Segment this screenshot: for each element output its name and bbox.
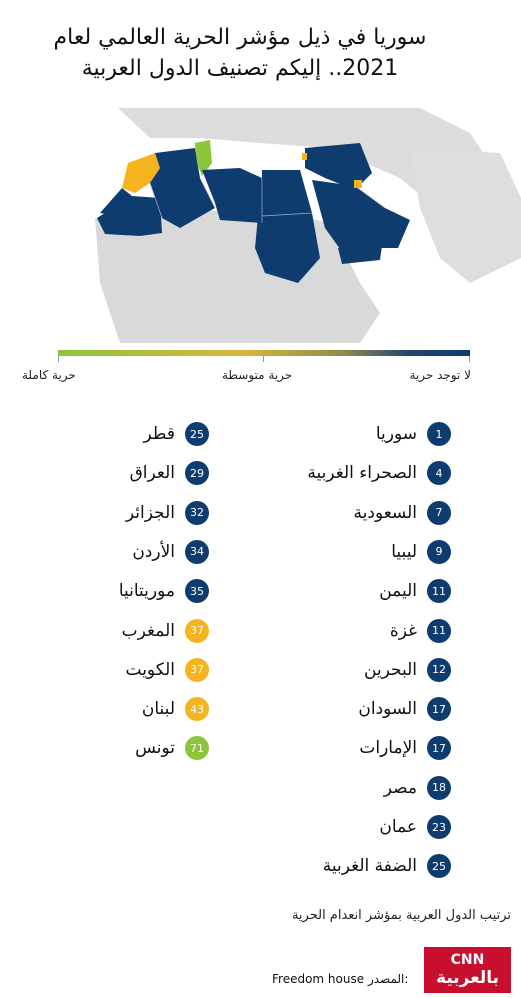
map-country-tunisia — [195, 140, 212, 176]
ranking-row: 17 الإمارات — [359, 735, 451, 761]
map-land-europe — [118, 108, 500, 218]
ranking-row: 11 اليمن — [379, 578, 451, 604]
score-badge: 37 — [185, 618, 209, 643]
country-name: الصحراء الغربية — [307, 463, 417, 484]
ranking-row: 37 الكويت — [125, 657, 209, 683]
score-badge: 32 — [185, 500, 209, 525]
country-name: موريتانيا — [118, 581, 175, 602]
scale-label-no-freedom: لا توجد حرية — [409, 368, 471, 382]
score-badge: 17 — [427, 736, 451, 761]
country-name: الإمارات — [359, 738, 417, 759]
country-name: الضفة الغربية — [322, 856, 417, 877]
map-country-sudan — [255, 213, 320, 283]
country-name: مصر — [383, 777, 417, 798]
ranking-row: 18 مصر — [384, 775, 451, 801]
ranking-row: 9 ليبيا — [391, 539, 451, 565]
map-borders — [149, 177, 386, 223]
country-name: قطر — [143, 424, 175, 444]
ranking-row: 43 لبنان — [142, 696, 209, 722]
ranking-row: 11 غزة — [390, 618, 451, 644]
country-name: عمان — [379, 817, 417, 837]
country-name: ليبيا — [391, 541, 417, 562]
ranking-row: 23 عمان — [379, 814, 451, 840]
map-country-iraq-syria — [305, 143, 372, 190]
ranking-row: 35 موريتانيا — [119, 578, 209, 604]
score-badge: 71 — [185, 736, 209, 761]
scale-tick-left — [58, 356, 59, 362]
map-country-morocco — [122, 153, 160, 193]
country-name: الأردن — [132, 541, 175, 562]
ranking-row: 25 الضفة الغربية — [323, 853, 451, 879]
country-name: سوريا — [375, 424, 417, 444]
ranking-row: 1 سوريا — [376, 421, 451, 447]
logo-line-2: بالعربية — [436, 968, 499, 988]
score-badge: 9 — [427, 539, 451, 564]
score-badge: 12 — [427, 657, 451, 682]
ranking-row: 32 الجزائر — [126, 500, 209, 526]
score-badge: 7 — [427, 500, 451, 525]
ranking-row: 4 الصحراء الغربية — [307, 460, 451, 486]
score-badge: 25 — [427, 854, 451, 879]
score-badge: 37 — [185, 657, 209, 682]
ranking-row: 34 الأردن — [132, 539, 209, 565]
country-name: المغرب — [121, 620, 175, 641]
ranking-row: 17 السودان — [358, 696, 451, 722]
score-badge: 4 — [427, 461, 451, 486]
scale-label-partly-free: حرية متوسطة — [222, 368, 293, 382]
map-country-algeria — [150, 148, 215, 228]
map-country-libya — [202, 168, 262, 223]
ranking-row: 7 السعودية — [354, 500, 451, 526]
map-country-mauritania — [97, 196, 162, 236]
score-badge: 23 — [427, 815, 451, 839]
score-badge: 35 — [185, 579, 209, 604]
map-country-kuwait — [354, 180, 362, 188]
map-country-western-sahara — [100, 188, 132, 216]
scale-tick-right — [469, 356, 470, 362]
score-badge: 18 — [427, 775, 451, 800]
country-name: العراق — [129, 463, 175, 484]
source-name: Freedom house — [272, 972, 365, 986]
country-name: البحرين — [363, 659, 417, 680]
scale-label-free: حرية كاملة — [22, 368, 76, 382]
country-name: الكويت — [125, 659, 176, 680]
country-name: تونس — [135, 738, 175, 759]
footer-note: ترتيب الدول العربية بمؤشر انعدام الحرية — [291, 908, 511, 923]
ranking-row: 71 تونس — [135, 735, 209, 761]
map-country-saudi-arabia — [312, 180, 400, 256]
score-badge: 11 — [427, 579, 451, 604]
score-badge: 34 — [185, 539, 209, 564]
cnn-arabic-logo: CNN بالعربية — [424, 947, 511, 993]
country-name: السعودية — [353, 502, 417, 523]
country-name: الجزائر — [125, 502, 175, 523]
map-country-lebanon — [302, 153, 307, 160]
score-badge: 17 — [427, 697, 451, 722]
ranking-row: 29 العراق — [130, 460, 209, 486]
freedom-scale-gradient — [58, 350, 470, 356]
map-country-yemen — [338, 246, 382, 264]
score-badge: 29 — [185, 461, 209, 486]
ranking-row: 12 البحرين — [364, 657, 451, 683]
country-name: السودان — [358, 699, 417, 720]
map-land-asia — [410, 148, 521, 283]
map-country-oman — [380, 208, 410, 248]
country-name: اليمن — [379, 581, 417, 602]
arab-world-map — [95, 108, 521, 343]
score-badge: 43 — [185, 697, 209, 722]
map-country-egypt — [262, 170, 312, 216]
score-badge: 25 — [185, 422, 209, 446]
scale-tick-middle — [263, 356, 264, 362]
ranking-row: 25 قطر — [144, 421, 209, 447]
country-name: لبنان — [141, 699, 175, 720]
source-line: Freedom house المصدر: — [272, 972, 408, 986]
score-badge: 1 — [427, 422, 451, 446]
score-badge: 11 — [427, 618, 451, 643]
ranking-row: 37 المغرب — [122, 618, 209, 644]
page-title: سوريا في ذيل مؤشر الحرية العالمي لعام 20… — [53, 25, 427, 81]
logo-line-1: CNN — [450, 952, 485, 968]
source-label: المصدر: — [367, 972, 409, 986]
country-name: غزة — [389, 620, 417, 641]
